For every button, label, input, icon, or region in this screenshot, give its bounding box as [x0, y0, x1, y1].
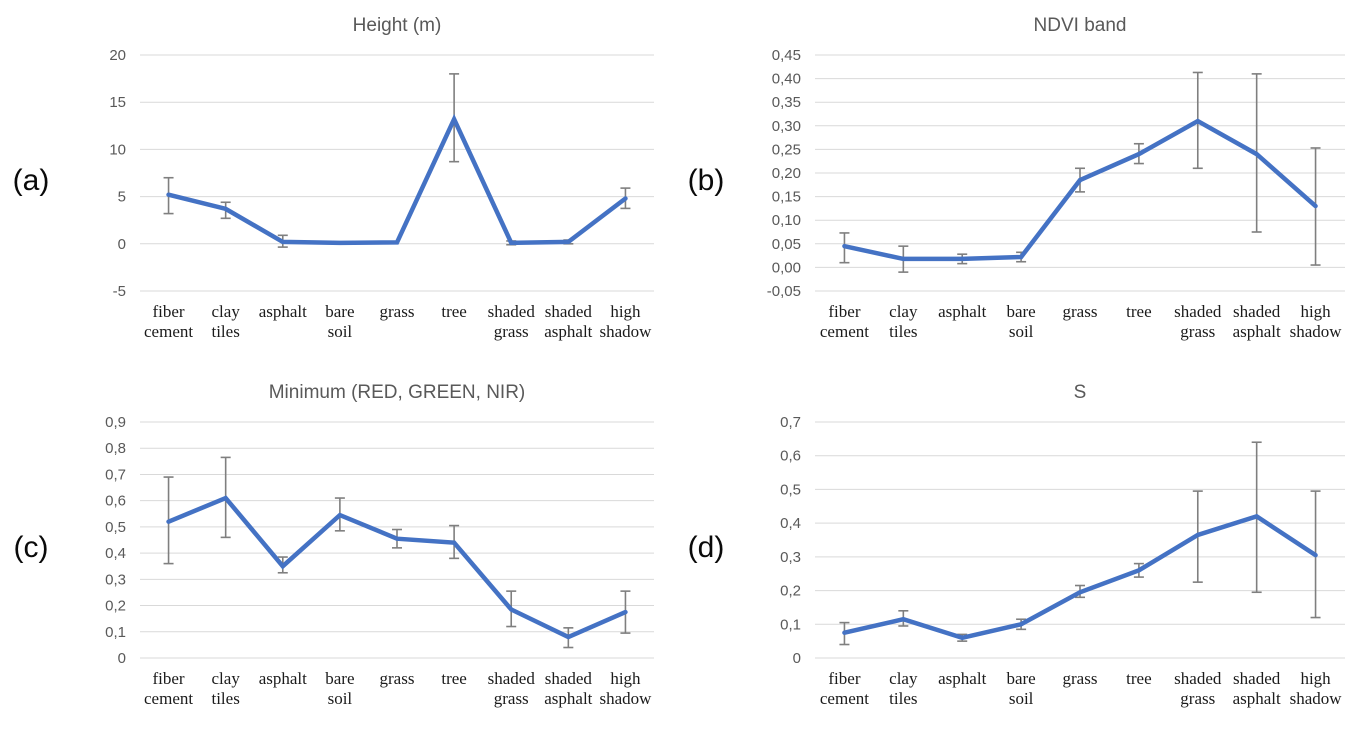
panel-label-c: (c) [13, 530, 49, 564]
x-category-label: shaded grass [488, 302, 536, 341]
y-tick-label: 20 [109, 47, 126, 64]
chart-ndvi-band: NDVI band 0,45 0,40 0,35 0,30 0,25 0,20 0,15 0,1… [767, 15, 1345, 341]
y-tick-label: 0 [118, 236, 126, 253]
y-tick-label: 0,7 [780, 414, 801, 431]
x-category-label: tree [1126, 302, 1151, 321]
x-category-label: asphalt [938, 302, 986, 321]
panel-c: (c) Minimum (RED, GREEN, NIR) 0,9 0,8 0,7 0,… [0, 362, 675, 733]
chart-minimum-red-green-nir: Minimum (RED, GREEN, NIR) 0,9 0,8 0,7 0,6 0,5… [105, 382, 654, 708]
x-category-label: fiber cement [144, 302, 193, 341]
panel-a: (a) Height (m) 20 15 10 5 0 -5 fiber cement clay t… [0, 0, 675, 362]
y-tick-label: 5 [118, 189, 126, 206]
y-tick-label: 10 [109, 141, 126, 158]
x-category-label: grass [380, 669, 415, 688]
x-category-label: clay tiles [211, 669, 240, 708]
data-line [842, 513, 1318, 640]
x-category-label: high shadow [599, 669, 652, 708]
y-tick-label: 0,1 [105, 623, 126, 640]
x-category-label: fiber cement [820, 669, 869, 708]
chart-title: Height (m) [353, 15, 442, 36]
panel-label-a: (a) [12, 164, 50, 197]
data-line [166, 494, 628, 639]
data-line [166, 113, 628, 246]
y-tick-label: 15 [109, 94, 126, 111]
y-tick-label: 0,8 [105, 440, 126, 457]
y-tick-label: 0,20 [772, 165, 801, 182]
y-tick-label: -5 [113, 283, 126, 300]
y-tick-label: 0,45 [772, 47, 801, 64]
y-tick-label: 0,2 [780, 582, 801, 599]
x-category-label: bare soil [325, 669, 354, 708]
y-tick-label: 0,40 [772, 71, 801, 88]
y-tick-label: 0,1 [780, 616, 801, 633]
y-tick-label: 0,3 [780, 548, 801, 565]
y-tick-label: 0,30 [772, 118, 801, 135]
data-line [842, 118, 1318, 262]
y-tick-label: 0,3 [105, 571, 126, 588]
x-category-label: tree [441, 669, 466, 688]
y-tick-label: 0,15 [772, 189, 801, 206]
x-category-label: fiber cement [144, 669, 193, 708]
chart-title: NDVI band [1034, 15, 1127, 36]
x-category-label: high shadow [1290, 669, 1343, 708]
x-category-label: grass [1063, 302, 1098, 321]
y-tick-label: 0,25 [772, 141, 801, 158]
y-tick-label: 0,2 [105, 597, 126, 614]
chart-s: S 0,7 0,6 0,5 0,4 0,3 0,2 0,1 0 fiber cement clay ti… [780, 382, 1345, 708]
x-category-label: shaded asphalt [1233, 669, 1281, 708]
x-category-label: grass [380, 302, 415, 321]
y-tick-label: 0,5 [105, 518, 126, 535]
x-category-label: clay tiles [889, 669, 918, 708]
y-tick-label: 0,6 [780, 447, 801, 464]
x-category-label: shaded asphalt [544, 669, 592, 708]
panel-label-d: (d) [687, 530, 725, 564]
x-category-label: clay tiles [211, 302, 240, 341]
x-category-label: asphalt [259, 669, 307, 688]
y-tick-label: 0 [793, 650, 801, 667]
y-tick-label: 0,35 [772, 94, 801, 111]
x-category-label: shaded grass [1174, 302, 1222, 341]
x-category-label: bare soil [1006, 302, 1035, 341]
panel-label-b: (b) [687, 164, 725, 197]
x-category-label: shaded asphalt [544, 302, 592, 341]
x-category-label: tree [1126, 669, 1151, 688]
panel-d: (d) S 0,7 0,6 0,5 0,4 0,3 0,2 0,1 0 fiber cement cl… [675, 362, 1365, 733]
x-category-label: bare soil [325, 302, 354, 341]
x-category-label: high shadow [599, 302, 652, 341]
y-tick-label: 0,05 [772, 236, 801, 253]
y-tick-label: 0,10 [772, 212, 801, 229]
y-tick-label: 0,00 [772, 259, 801, 276]
x-category-label: tree [441, 302, 466, 321]
chart-height-m: Height (m) 20 15 10 5 0 -5 fiber cement clay tiles… [109, 15, 654, 341]
y-tick-label: 0,4 [105, 545, 126, 562]
y-tick-label: 0,9 [105, 414, 126, 431]
y-tick-label: 0 [118, 650, 126, 667]
panel-b: (b) NDVI band 0,45 0,40 0,35 0,30 0,25 0,20 0,1… [675, 0, 1365, 362]
y-tick-label: 0,7 [105, 466, 126, 483]
x-category-label: bare soil [1006, 669, 1035, 708]
y-tick-label: 0,6 [105, 492, 126, 509]
x-category-label: shaded grass [1174, 669, 1222, 708]
x-category-label: grass [1063, 669, 1098, 688]
x-category-label: shaded grass [488, 669, 536, 708]
x-category-label: high shadow [1290, 302, 1343, 341]
x-category-label: fiber cement [820, 302, 869, 341]
y-tick-label: 0,4 [780, 515, 801, 532]
x-category-label: asphalt [938, 669, 986, 688]
x-category-label: asphalt [259, 302, 307, 321]
chart-title: Minimum (RED, GREEN, NIR) [269, 382, 526, 403]
x-category-label: clay tiles [889, 302, 918, 341]
x-category-label: shaded asphalt [1233, 302, 1281, 341]
y-tick-label: -0,05 [767, 283, 801, 300]
chart-title: S [1074, 382, 1087, 403]
y-tick-label: 0,5 [780, 481, 801, 498]
